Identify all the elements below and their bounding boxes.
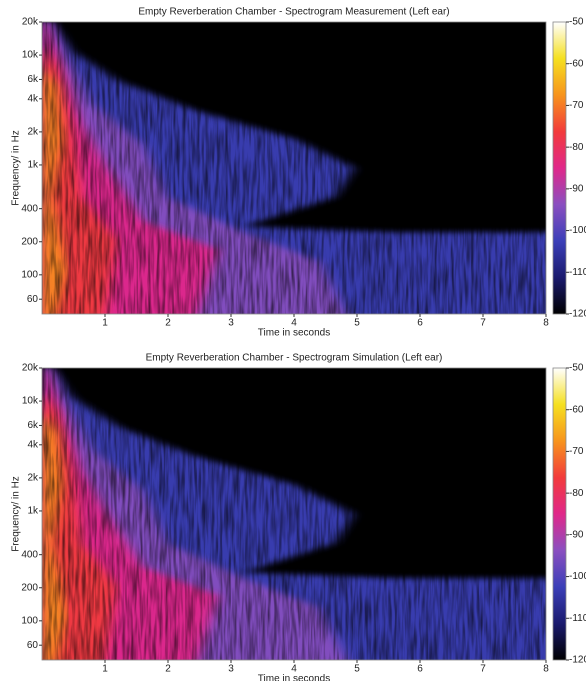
colorbar-tick-label: -80 [569,142,584,153]
x-tick-label: 3 [228,318,234,329]
colorbar-tick-label: -60 [569,404,584,415]
x-tick-label: 3 [228,664,234,675]
chart-title: Empty Reverberation Chamber - Spectrogra… [138,7,449,18]
x-tick-label: 1 [102,318,108,329]
y-tick-label: 10k [22,396,39,407]
y-axis-label: Frequency/ in Hz [11,130,22,206]
x-tick-label: 6 [417,318,423,329]
y-tick-label: 20k [22,17,39,28]
y-axis-label: Frequency/ in Hz [11,476,22,552]
y-tick-label: 1k [27,160,39,171]
heatmap-texture [42,368,546,660]
colorbar-tick-label: -100 [569,571,586,582]
colorbar-tick-label: -120 [569,655,586,666]
x-tick-label: 2 [165,664,171,675]
x-tick-label: 8 [543,664,549,675]
y-tick-label: 200 [21,582,38,593]
y-tick-label: 100 [21,269,38,280]
colorbar-tick-label: -110 [569,267,586,278]
colorbar [552,367,567,661]
y-tick-label: 60 [27,294,39,305]
x-tick-label: 7 [480,318,486,329]
y-tick-label: 6k [27,420,39,431]
colorbar-tick-label: -70 [569,446,584,457]
heatmap [42,22,546,314]
colorbar-tick-label: -70 [569,100,584,111]
colorbar-tick-label: -90 [569,183,584,194]
x-tick-label: 4 [291,664,297,675]
x-tick-label: 6 [417,664,423,675]
y-tick-label: 20k [22,363,39,374]
chart-title: Empty Reverberation Chamber - Spectrogra… [146,353,443,364]
x-tick-label: 5 [354,664,360,675]
x-tick-label: 8 [543,318,549,329]
heatmap-texture [42,22,546,314]
x-axis-label: Time in seconds [258,674,330,681]
y-tick-label: 60 [27,640,39,651]
colorbar-tick-label: -120 [569,309,586,320]
y-tick-label: 6k [27,74,39,85]
heatmap [42,368,546,660]
colorbar [552,21,567,315]
y-tick-label: 400 [21,203,38,214]
x-tick-label: 5 [354,318,360,329]
x-tick-label: 1 [102,664,108,675]
colorbar-tick-label: -110 [569,613,586,624]
colorbar-tick-label: -50 [569,17,584,28]
y-tick-label: 100 [21,615,38,626]
x-tick-label: 2 [165,318,171,329]
y-tick-label: 10k [22,50,39,61]
colorbar-tick-label: -50 [569,363,584,374]
colorbar-tick-label: -100 [569,225,586,236]
x-tick-label: 4 [291,318,297,329]
y-tick-label: 2k [27,473,39,484]
y-tick-label: 2k [27,127,39,138]
y-tick-label: 400 [21,549,38,560]
x-tick-label: 7 [480,664,486,675]
y-tick-label: 200 [21,236,38,247]
colorbar-tick-label: -60 [569,58,584,69]
y-tick-label: 4k [27,93,39,104]
x-axis-label: Time in seconds [258,328,330,339]
colorbar-tick-label: -80 [569,488,584,499]
y-tick-label: 1k [27,506,39,517]
y-tick-label: 4k [27,439,39,450]
colorbar-tick-label: -90 [569,529,584,540]
